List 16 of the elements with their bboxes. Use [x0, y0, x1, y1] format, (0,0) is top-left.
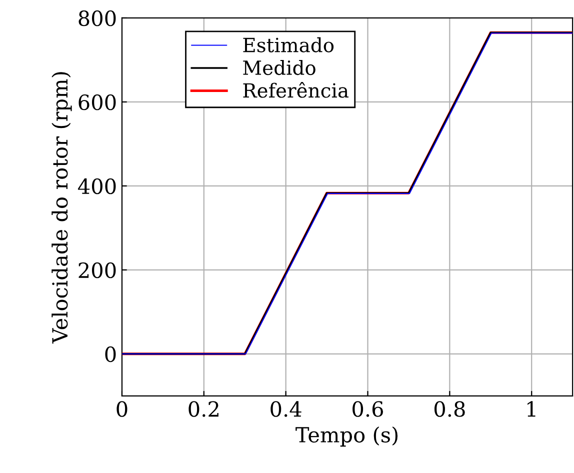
x-tick-label: 0.6	[352, 401, 384, 417]
legend-label: Referência	[243, 82, 348, 98]
y-axis-title: Velocidade do rotor (rpm)	[52, 72, 72, 344]
x-tick-label: 0.4	[270, 401, 302, 417]
x-tick-label: 0	[116, 401, 128, 417]
x-tick-label: 0.8	[434, 401, 465, 417]
y-tick-label: 200	[78, 262, 116, 278]
y-tick-label: 600	[78, 94, 116, 110]
y-tick-label: 0	[105, 346, 116, 362]
legend-label: Estimado	[243, 37, 334, 52]
x-tick-label: 0.2	[188, 401, 218, 417]
x-tick-label: 1	[528, 401, 536, 417]
y-tick-label: 800	[78, 10, 116, 26]
legend-label: Medido	[243, 60, 316, 76]
y-tick-label: 400	[78, 178, 116, 194]
x-axis-title: Tempo (s)	[296, 426, 398, 447]
